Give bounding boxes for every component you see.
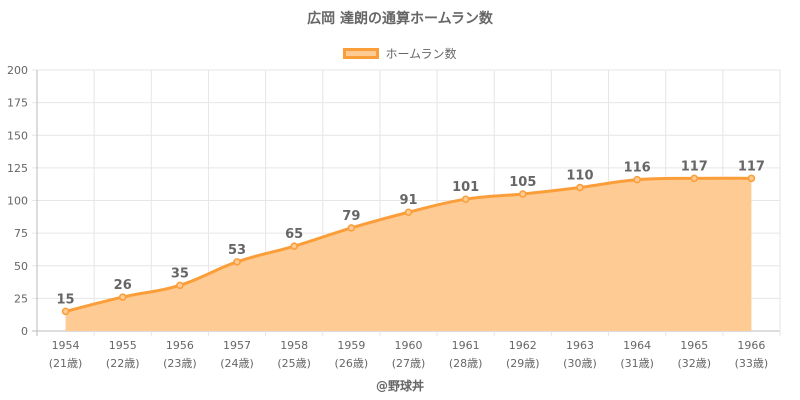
legend-swatch: [343, 48, 380, 59]
x-tick-label: 1961: [452, 339, 480, 352]
x-tick-age-label: (32歳): [677, 357, 711, 370]
data-label: 15: [57, 292, 75, 307]
x-tick-age-label: (26歳): [335, 357, 369, 370]
data-point: [747, 174, 756, 183]
data-label: 105: [509, 175, 536, 190]
x-tick-age-label: (23歳): [163, 357, 197, 370]
x-tick-age-label: (33歳): [735, 357, 769, 370]
data-point: [461, 195, 470, 203]
y-tick-label: 100: [7, 195, 28, 208]
data-point: [690, 174, 699, 183]
y-tick-label: 0: [21, 325, 28, 338]
data-point: [576, 183, 584, 192]
data-label: 91: [399, 193, 417, 208]
x-tick-label: 1957: [223, 339, 251, 352]
x-tick-label: 1959: [337, 339, 365, 352]
legend-label: ホームラン数: [385, 47, 457, 61]
y-tick-label: 25: [14, 292, 28, 305]
x-tick-label: 1955: [109, 339, 137, 352]
data-point: [347, 224, 356, 232]
y-tick-label: 175: [7, 97, 28, 110]
data-point: [61, 307, 70, 316]
x-tick-age-label: (24歳): [220, 357, 254, 370]
data-label: 26: [114, 278, 132, 293]
data-label: 65: [285, 227, 303, 242]
x-tick-age-label: (28歳): [449, 357, 483, 370]
x-tick-label: 1964: [623, 339, 651, 352]
x-tick-age-label: (31歳): [620, 357, 654, 370]
data-label: 110: [566, 168, 593, 183]
x-tick-age-label: (27歳): [392, 357, 426, 370]
data-point: [290, 242, 298, 250]
data-label: 116: [624, 161, 651, 176]
data-label: 117: [738, 159, 765, 174]
x-tick-age-label: (22歳): [106, 357, 140, 370]
data-label: 79: [342, 209, 360, 224]
x-tick-label: 1954: [52, 339, 80, 352]
chart-title: 広岡 達朗の通算ホームラン数: [307, 11, 493, 27]
x-tick-label: 1965: [680, 339, 708, 352]
y-tick-label: 150: [7, 129, 28, 142]
data-point: [519, 190, 527, 198]
y-tick-label: 125: [7, 162, 28, 175]
x-tick-age-label: (21歳): [49, 357, 83, 370]
data-label: 53: [228, 243, 246, 258]
x-tick-label: 1966: [737, 339, 765, 352]
data-point: [404, 208, 413, 216]
x-tick-label: 1956: [166, 339, 194, 352]
data-point: [176, 281, 184, 290]
y-tick-label: 75: [14, 227, 28, 240]
data-label: 35: [171, 266, 189, 281]
y-tick-label: 50: [14, 260, 28, 273]
x-tick-label: 1958: [280, 339, 308, 352]
data-point: [233, 258, 241, 266]
data-point: [633, 175, 641, 184]
x-tick-label: 1962: [509, 339, 537, 352]
x-tick-age-label: (29歳): [506, 357, 540, 370]
x-tick-age-label: (30歳): [563, 357, 597, 370]
x-tick-label: 1963: [566, 339, 594, 352]
data-label: 117: [681, 159, 708, 174]
x-tick-label: 1960: [395, 339, 423, 352]
data-point: [118, 293, 127, 301]
series-area-fill: [65, 178, 752, 331]
watermark: @野球丼: [375, 379, 424, 393]
legend[interactable]: ホームラン数: [0, 45, 800, 62]
data-label: 101: [452, 180, 479, 195]
x-tick-age-label: (25歳): [277, 357, 311, 370]
y-tick-label: 200: [7, 64, 28, 77]
